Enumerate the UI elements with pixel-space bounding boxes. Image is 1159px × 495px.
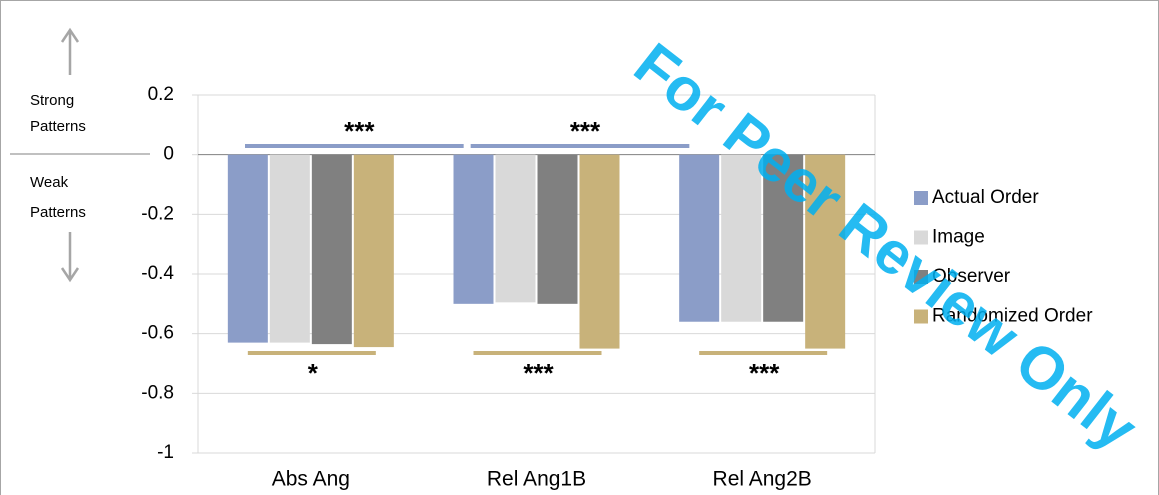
weak-label: Weak [30, 174, 69, 191]
y-tick-label: -0.4 [141, 263, 174, 284]
bar [311, 154, 352, 345]
bar [763, 154, 804, 322]
up-arrow [60, 27, 80, 75]
significance-stars: * [308, 358, 319, 388]
strong-label: Patterns [30, 118, 86, 135]
y-tick-label: 0 [163, 144, 174, 165]
significance-stars: *** [570, 116, 601, 146]
down-arrow [60, 232, 80, 283]
strong-label: Strong [30, 92, 74, 109]
bar [579, 154, 620, 349]
bar [353, 154, 394, 348]
legend-label: Image [932, 227, 985, 248]
bar [679, 154, 720, 322]
significance-stars: *** [523, 358, 554, 388]
y-tick-label: 0.2 [148, 84, 174, 105]
y-tick-label: -0.6 [141, 323, 174, 344]
bar [495, 154, 536, 303]
bar [721, 154, 762, 322]
bar [805, 154, 846, 349]
legend-swatch [914, 230, 928, 245]
significance-stars: *** [749, 358, 780, 388]
legend-label: Randomized Order [932, 306, 1093, 327]
x-tick-label: Rel Ang2B [713, 468, 812, 491]
weak-label: Patterns [30, 204, 86, 221]
significance-stars: *** [344, 116, 375, 146]
y-tick-label: -1 [157, 442, 174, 463]
legend-swatch [914, 270, 928, 284]
legend-label: Actual Order [932, 187, 1039, 208]
legend-label: Observer [932, 266, 1011, 287]
x-tick-label: Rel Ang1B [487, 468, 586, 491]
bar [227, 154, 268, 343]
legend-swatch [914, 309, 928, 324]
legend-swatch [914, 191, 928, 205]
y-tick-label: -0.2 [141, 203, 174, 224]
bar [537, 154, 578, 304]
x-tick-label: Abs Ang [272, 468, 350, 491]
y-tick-label: -0.8 [141, 382, 174, 403]
bar [269, 154, 310, 343]
bar [453, 154, 494, 304]
